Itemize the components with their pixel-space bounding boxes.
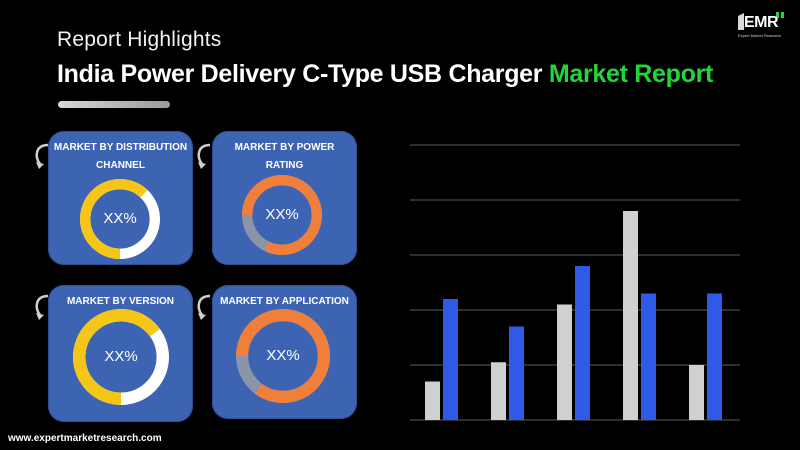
emr-logo: EMR Expert Market Research [736, 12, 792, 42]
card-title: MARKET BY VERSION [66, 296, 175, 307]
bar-series-2-group-2 [509, 326, 524, 420]
donut-fill [236, 309, 330, 403]
logo-mark-icon [738, 12, 784, 30]
donut-chart [236, 309, 330, 403]
logo-text: EMR [744, 14, 779, 31]
donut-fill [80, 179, 160, 259]
bar-series-1-group-2 [491, 362, 506, 420]
donut-chart [242, 175, 322, 255]
card-version: MARKET BY VERSION XX% [48, 285, 193, 422]
bar-series-2-group-1 [443, 299, 458, 420]
bar-series-2-group-3 [575, 266, 590, 420]
donut-fill [73, 309, 169, 405]
bar-series-2-group-5 [707, 293, 722, 420]
donut-chart [80, 179, 160, 259]
card-value: XX% [104, 348, 138, 365]
bar-chart [410, 144, 740, 421]
curl-arrow-icon [197, 143, 211, 169]
report-title: India Power Delivery C-Type USB Charger … [57, 60, 713, 89]
curl-arrow-icon [35, 294, 49, 320]
footer-url: www.expertmarketresearch.com [8, 433, 162, 444]
title-underline-bar [58, 101, 170, 108]
card-value: XX% [266, 347, 300, 364]
curl-arrow-icon [197, 294, 211, 320]
report-title-main: India Power Delivery C-Type USB Charger [57, 60, 543, 88]
card-title: MARKET BY POWER RATING [234, 142, 335, 171]
donut-fill [242, 175, 322, 255]
report-subtitle: Report Highlights [57, 28, 222, 51]
logo-tagline: Expert Market Research [738, 33, 782, 38]
card-title: MARKET BY APPLICATION [220, 296, 349, 307]
card-value: XX% [103, 210, 137, 227]
card-distribution-channel: MARKET BY DISTRIBUTION CHANNEL XX% [48, 131, 193, 265]
card-application: MARKET BY APPLICATION XX% [212, 285, 357, 419]
card-power-rating: MARKET BY POWER RATING XX% [212, 131, 357, 265]
bar-series-1-group-4 [623, 211, 638, 420]
bar-series-1-group-3 [557, 304, 572, 420]
card-title: MARKET BY DISTRIBUTION CHANNEL [53, 142, 188, 171]
report-title-accent: Market Report [548, 60, 714, 88]
curl-arrow-icon [35, 143, 49, 169]
bar-series-1-group-5 [689, 365, 704, 420]
donut-chart [73, 309, 169, 405]
bar-series-1-group-1 [425, 381, 440, 420]
bar-series-2-group-4 [641, 293, 656, 420]
card-value: XX% [265, 206, 299, 223]
